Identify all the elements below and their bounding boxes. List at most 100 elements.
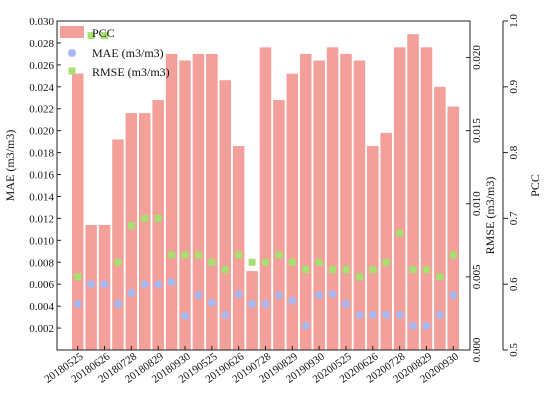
rmse-point bbox=[114, 258, 122, 266]
left-axis-tick-label: 0.016 bbox=[29, 170, 54, 182]
pcc-bar bbox=[393, 47, 406, 350]
pcc-bar bbox=[179, 60, 191, 350]
left-axis-tick-label: 0.008 bbox=[29, 257, 54, 269]
mae-point bbox=[73, 299, 82, 308]
rmse-point bbox=[194, 251, 202, 259]
rmse-point bbox=[168, 251, 176, 259]
mae-point bbox=[368, 310, 377, 319]
right-axis-tick-label: 0.015 bbox=[471, 118, 483, 143]
rmse-point bbox=[396, 229, 404, 237]
pcc-axis-tick-label: 0.5 bbox=[508, 343, 520, 357]
mae-point bbox=[261, 299, 270, 308]
rmse-point bbox=[302, 266, 310, 274]
rmse-points bbox=[74, 32, 457, 281]
rmse-point bbox=[315, 258, 323, 266]
pcc-bar bbox=[125, 113, 138, 351]
mae-point bbox=[328, 290, 337, 299]
rmse-point bbox=[288, 258, 296, 266]
pcc-bar bbox=[420, 47, 433, 350]
legend-swatch-pcc bbox=[60, 26, 84, 38]
left-axis-tick-label: 0.014 bbox=[29, 191, 54, 203]
mae-point bbox=[449, 291, 458, 300]
pcc-bar bbox=[313, 60, 325, 350]
pcc-bar bbox=[139, 113, 151, 351]
pcc-axis-tick-label: 0.6 bbox=[508, 277, 520, 291]
mae-point bbox=[288, 296, 297, 305]
pcc-bar bbox=[407, 34, 419, 350]
rmse-point bbox=[355, 273, 363, 281]
mae-point bbox=[167, 278, 176, 287]
right-axis-tick-label: 0.005 bbox=[471, 264, 483, 289]
right-axis-title: RMSE (m3/m3) bbox=[483, 177, 497, 255]
mae-point bbox=[140, 280, 149, 289]
legend-swatch-mae bbox=[68, 49, 76, 57]
mae-point bbox=[100, 280, 109, 289]
pcc-bar bbox=[206, 53, 218, 351]
rmse-point bbox=[141, 214, 149, 222]
mae-point bbox=[87, 280, 96, 289]
pcc-bar bbox=[273, 99, 285, 351]
mae-point bbox=[409, 321, 418, 330]
legend-swatch-rmse bbox=[68, 67, 76, 75]
pcc-bar bbox=[259, 47, 272, 350]
mae-point bbox=[355, 310, 364, 319]
mae-point bbox=[154, 280, 163, 289]
rmse-point bbox=[449, 251, 457, 259]
mae-points bbox=[73, 278, 458, 330]
left-axis-tick-label: 0.002 bbox=[29, 323, 54, 335]
mae-point bbox=[127, 288, 136, 297]
rmse-point bbox=[369, 266, 377, 274]
pcc-bar bbox=[340, 53, 352, 351]
rmse-point bbox=[409, 266, 417, 274]
pcc-bar bbox=[246, 271, 258, 350]
pcc-bar bbox=[219, 80, 232, 350]
left-axis-tick-label: 0.004 bbox=[29, 301, 54, 313]
pcc-axis-tick-label: 0.8 bbox=[508, 145, 520, 159]
mae-point bbox=[248, 299, 257, 308]
pcc-bar bbox=[299, 53, 312, 351]
rmse-point bbox=[127, 222, 135, 230]
rmse-point bbox=[342, 266, 350, 274]
pcc-bar bbox=[447, 106, 460, 350]
rmse-point bbox=[436, 273, 444, 281]
rmse-point bbox=[181, 251, 189, 259]
left-axis-tick-label: 0.010 bbox=[29, 235, 54, 247]
left-axis-tick-label: 0.022 bbox=[29, 104, 54, 116]
rmse-point bbox=[101, 32, 109, 40]
pcc-axis-tick-label: 0.7 bbox=[508, 211, 520, 225]
pcc-bar bbox=[380, 132, 392, 350]
pcc-axis-title: PCC bbox=[528, 174, 542, 197]
pcc-bar bbox=[112, 139, 124, 350]
pcc-bar bbox=[367, 146, 379, 350]
left-axis-tick-label: 0.020 bbox=[29, 126, 54, 138]
legend: PCC MAE (m3/m3) RMSE (m3/m3) bbox=[60, 26, 170, 79]
rmse-point bbox=[275, 251, 283, 259]
left-axis-tick-label: 0.028 bbox=[29, 38, 54, 50]
mae-point bbox=[181, 312, 190, 321]
legend-label-pcc: PCC bbox=[92, 26, 115, 40]
mae-point bbox=[221, 310, 230, 319]
mae-point bbox=[435, 310, 444, 319]
pcc-bar bbox=[326, 47, 339, 350]
right-axis-tick-label: 0.010 bbox=[471, 191, 483, 216]
right-axis-tick-label: 0.020 bbox=[471, 45, 483, 70]
pcc-bar bbox=[232, 146, 245, 350]
pcc-bar bbox=[165, 53, 178, 351]
rmse-point bbox=[422, 266, 430, 274]
pcc-bars bbox=[71, 34, 460, 351]
left-axis-tick-label: 0.012 bbox=[29, 213, 54, 225]
rmse-point bbox=[329, 266, 337, 274]
mae-point bbox=[315, 291, 324, 300]
pcc-axis-tick-label: 1.0 bbox=[508, 14, 520, 28]
right-axis-tick-label: 0.000 bbox=[471, 337, 483, 362]
left-axis-title: MAE (m3/m3) bbox=[3, 130, 17, 202]
mae-point bbox=[274, 291, 283, 300]
left-axis-tick-label: 0.030 bbox=[29, 16, 54, 28]
pcc-axis-tick-label: 0.9 bbox=[508, 79, 520, 93]
mae-point bbox=[207, 298, 216, 307]
left-axis-tick-label: 0.006 bbox=[29, 279, 54, 291]
rmse-point bbox=[235, 251, 243, 259]
legend-label-rmse: RMSE (m3/m3) bbox=[92, 65, 170, 79]
rmse-point bbox=[248, 258, 256, 266]
